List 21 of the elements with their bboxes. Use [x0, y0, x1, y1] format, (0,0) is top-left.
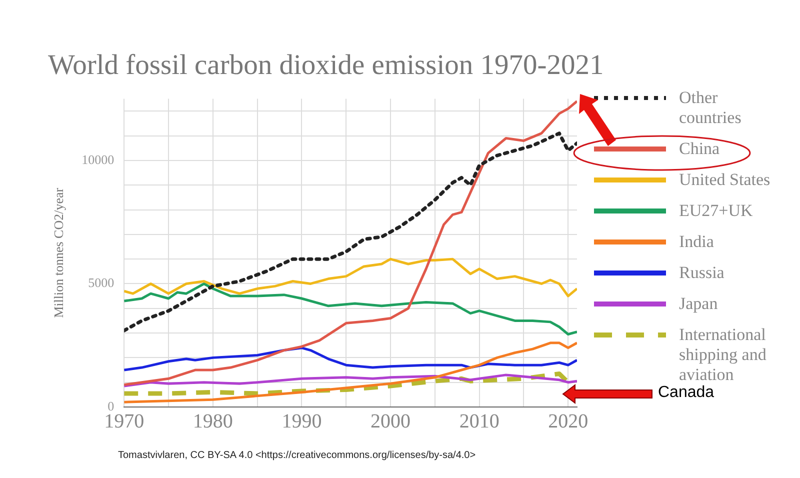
- x-tick-label: 2010: [459, 410, 500, 432]
- legend-label: Russia: [679, 263, 726, 283]
- legend-label: India: [679, 232, 715, 252]
- y-tick-label: 10000: [82, 152, 114, 167]
- legend-label: China: [679, 139, 721, 159]
- x-tick-label: 2000: [370, 410, 411, 432]
- text: Canada: [658, 384, 714, 402]
- x-tick-label: 1990: [282, 410, 322, 432]
- legend-label: United States: [679, 170, 772, 190]
- y-axis-title: Million tonnes CO2/year: [51, 187, 66, 318]
- x-tick-label: 2020: [548, 410, 588, 432]
- legend-label: Other countries: [679, 88, 742, 128]
- chart-title: World fossil carbon dioxide emission 1970-2021: [48, 50, 604, 82]
- line-series: [124, 132, 577, 332]
- legend-label: EU27+UK: [679, 201, 754, 221]
- text: Tomastvivlaren, CC BY-SA 4.0 <https://creativecommons.org/licenses/by-sa/4.0>: [118, 450, 476, 461]
- legend-label: International shipping and aviation: [679, 325, 768, 385]
- line-series: [124, 371, 570, 396]
- y-tick-label: 5000: [88, 275, 114, 290]
- x-tick-label: 1980: [192, 410, 233, 432]
- legend-label: Japan: [679, 294, 719, 314]
